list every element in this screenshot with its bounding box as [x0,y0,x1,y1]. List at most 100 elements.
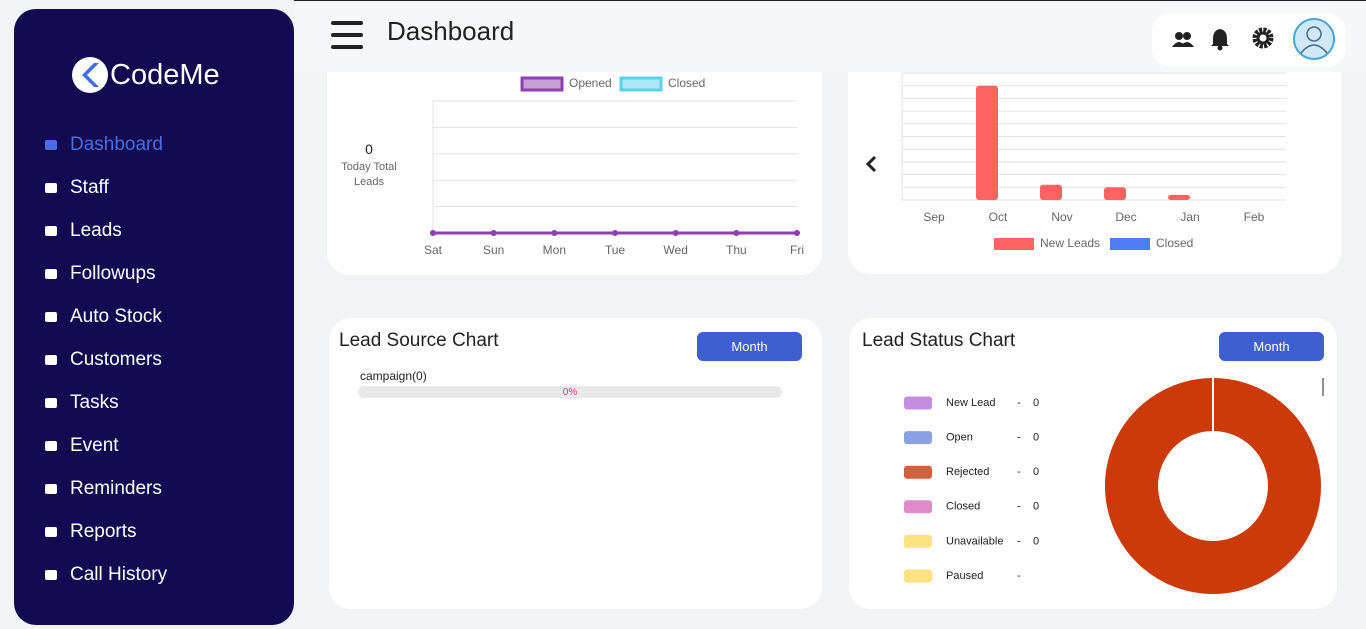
x-tick-label: Thu [726,243,747,257]
menu-item[interactable]: Followups [45,263,156,285]
legend-value: 0 [1033,501,1039,513]
page-title: Dashboard [387,16,515,46]
menu-item[interactable]: Reports [45,521,137,543]
settings-icon[interactable] [1252,27,1274,49]
brand: CodeMe [110,59,220,91]
people-icon[interactable] [1172,30,1194,50]
sidebar: CodeMe Dashboard Staff Leads Followups Auto … [14,9,294,625]
legend-label: Paused [946,570,983,582]
legend-value: 0 [1033,535,1039,547]
header: Dashboard [294,0,1366,72]
source-label: campaign(0) [360,369,427,383]
prev-arrow[interactable] [865,155,877,173]
legend-label: Closed [1156,236,1193,250]
menu-item[interactable]: Call History [45,564,168,586]
weekly-card [327,40,822,275]
legend-label: Rejected [946,466,989,478]
x-tick-label: Dec [1115,210,1136,224]
x-tick-label: Mon [543,243,566,257]
menu-icon [45,269,57,279]
legend-swatch [520,76,564,92]
menu-icon [45,226,57,236]
month-button[interactable]: Month [697,332,802,361]
menu-label: Tasks [70,392,119,413]
point [733,230,740,236]
menu-icon [45,441,57,451]
legend-swatch [904,569,932,583]
legend-label: New Lead [946,397,996,409]
legend-separator: - [1017,535,1021,547]
menu-label: Call History [70,564,168,585]
legend-separator: - [1017,466,1021,478]
legend-label: Closed [668,76,705,90]
menu-item[interactable]: Auto Stock [45,306,162,328]
menu-icon [45,183,57,193]
legend-separator: - [1017,501,1021,513]
menu-item[interactable]: Customers [45,349,162,371]
menu-label: Auto Stock [70,306,162,327]
menu-label: Staff [70,177,109,198]
menu-item[interactable]: Tasks [45,392,119,414]
legend-label: Closed [946,501,980,513]
x-tick-label: Tue [605,243,626,257]
x-tick-label: Nov [1051,210,1072,224]
today-total: 0 Today Total Leads [334,141,404,190]
bell-icon[interactable] [1211,27,1229,51]
menu-label: Event [70,435,119,456]
menu-icon [45,484,57,494]
x-tick-label: Wed [663,243,687,257]
legend-value: 0 [1033,432,1039,444]
menu-item[interactable]: Leads [45,220,122,242]
bar [1104,187,1126,200]
legend-label: Opened [569,76,612,90]
bar [1040,184,1062,200]
progress-track [358,386,782,398]
lead-status-title: Lead Status Chart [862,330,1016,351]
logo-mark [72,57,108,93]
bar [976,85,998,200]
menu-label: Followups [70,263,156,284]
menu-label: Dashboard [70,134,163,155]
legend-swatch [619,76,663,92]
bar [1168,194,1190,200]
menu-icon [45,398,57,408]
avatar[interactable] [1292,17,1336,61]
month-button[interactable]: Month [1219,332,1324,361]
legend-swatch [1110,238,1150,250]
legend-swatch [904,500,932,514]
header-actions [1152,13,1345,67]
legend-separator: - [1017,432,1021,444]
x-tick-label: Fri [790,243,804,257]
menu-label: Reports [70,521,137,542]
point [430,230,436,236]
legend-separator: - [1017,397,1021,409]
legend-label: Unavailable [946,535,1003,547]
lead-source-card [329,318,822,609]
monthly-card [848,40,1341,274]
x-tick-label: Sep [923,210,945,224]
legend-swatch [904,431,932,445]
legend-swatch [904,534,932,548]
legend-label: Open [946,432,973,444]
stat-value: 0 [365,141,373,157]
x-tick-label: Jan [1180,210,1199,224]
x-tick-label: Sun [483,243,504,257]
menu-label: Customers [70,349,162,370]
legend-swatch [994,238,1034,250]
menu-label: Leads [70,220,122,241]
menu-item[interactable]: Event [45,435,119,457]
menu-label: Reminders [70,478,162,499]
legend-separator: - [1017,570,1021,582]
hamburger[interactable] [331,21,363,49]
point [551,230,558,236]
legend-label: New Leads [1040,236,1100,250]
menu-item[interactable]: Staff [45,177,109,199]
menu-item[interactable]: Dashboard [45,134,163,156]
legend-value: 0 [1033,466,1039,478]
x-tick-label: Sat [424,243,443,257]
legend-swatch [904,465,932,479]
x-tick-label: Feb [1244,210,1265,224]
menu-item[interactable]: Reminders [45,478,162,500]
